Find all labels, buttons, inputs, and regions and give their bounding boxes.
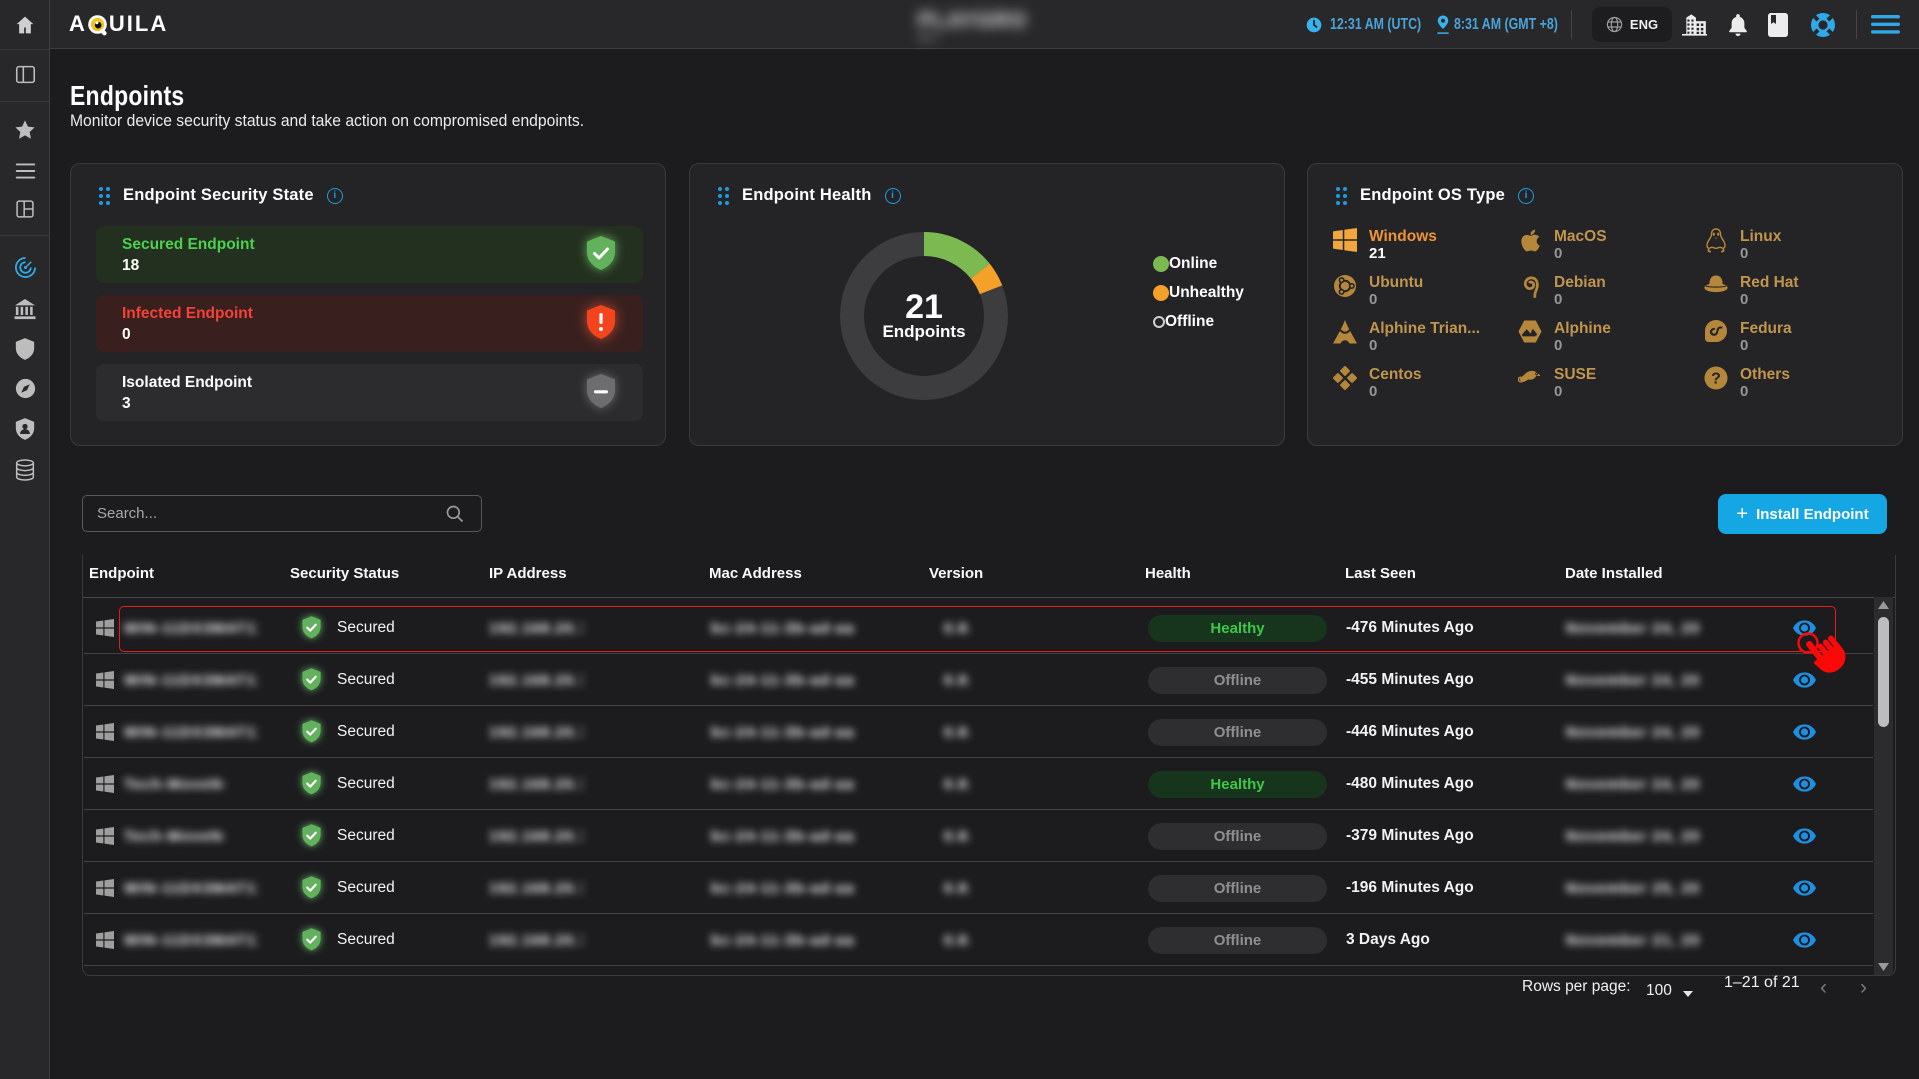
svg-text:?: ?: [1711, 371, 1721, 388]
